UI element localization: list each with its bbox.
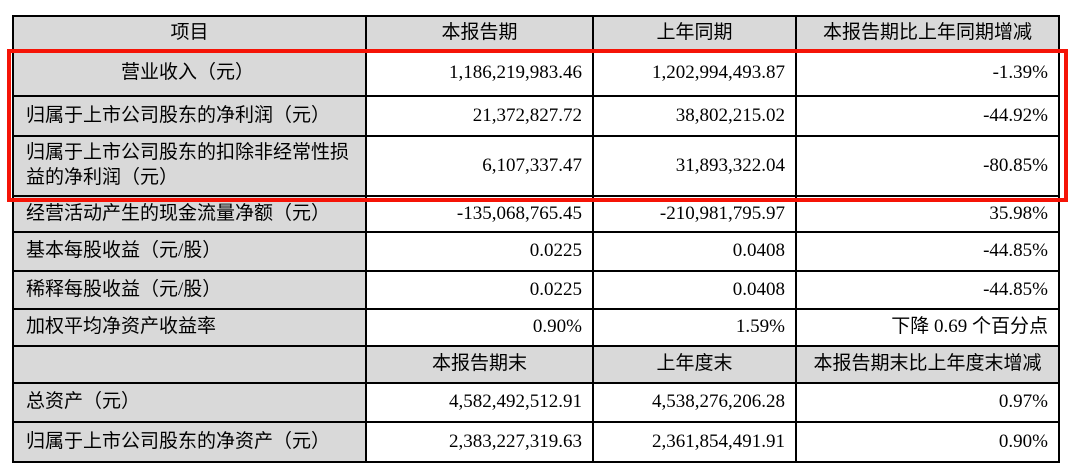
- row-label-cell: 基本每股收益（元/股）: [12, 231, 367, 272]
- change-value-cell: -44.92%: [795, 95, 1060, 137]
- row-label-cell: 归属于上市公司股东的扣除非经常性损益的净利润（元）: [12, 135, 367, 197]
- prior-value-cell: 1,202,994,493.87: [592, 50, 797, 97]
- table-row-basic-eps: 基本每股收益（元/股） 0.0225 0.0408 -44.85%: [12, 231, 1060, 272]
- change-value-cell: -80.85%: [795, 135, 1060, 197]
- change-value-cell: 35.98%: [795, 195, 1060, 233]
- table-header-row-period: 项目 本报告期 上年同期 本报告期比上年同期增减: [12, 15, 1060, 52]
- row-label-cell: 加权平均净资产收益率: [12, 308, 367, 347]
- key-financials-table: 项目 本报告期 上年同期 本报告期比上年同期增减 营业收入（元） 1,186,2…: [12, 15, 1060, 463]
- row-label-cell: 总资产（元）: [12, 382, 367, 423]
- current-value-cell: 1,186,219,983.46: [365, 50, 594, 97]
- row-label-cell: 经营活动产生的现金流量净额（元）: [12, 195, 367, 233]
- current-value-cell: -135,068,765.45: [365, 195, 594, 233]
- current-value-cell: 0.0225: [365, 270, 594, 310]
- row-label-cell: 稀释每股收益（元/股）: [12, 270, 367, 310]
- current-value-cell: 0.90%: [365, 308, 594, 347]
- row-label-cell: 归属于上市公司股东的净利润（元）: [12, 95, 367, 137]
- table-row-weighted-avg-roe: 加权平均净资产收益率 0.90% 1.59% 下降 0.69 个百分点: [12, 308, 1060, 347]
- table-row-revenue: 营业收入（元） 1,186,219,983.46 1,202,994,493.8…: [12, 50, 1060, 97]
- header-cell-change: 本报告期比上年同期增减: [795, 15, 1060, 52]
- header-cell-item-empty: [12, 345, 367, 384]
- change-value-cell: -1.39%: [795, 50, 1060, 97]
- current-value-cell: 6,107,337.47: [365, 135, 594, 197]
- table-row-total-assets: 总资产（元） 4,582,492,512.91 4,538,276,206.28…: [12, 382, 1060, 423]
- prior-value-cell: 31,893,322.04: [592, 135, 797, 197]
- current-value-cell: 2,383,227,319.63: [365, 421, 594, 463]
- current-value-cell: 0.0225: [365, 231, 594, 272]
- prior-value-cell: 1.59%: [592, 308, 797, 347]
- row-label-cell: 营业收入（元）: [12, 50, 367, 97]
- row-label-cell: 归属于上市公司股东的净资产（元）: [12, 421, 367, 463]
- header-cell-prior-year-end: 上年度末: [592, 345, 797, 384]
- header-cell-current-period: 本报告期: [365, 15, 594, 52]
- header-cell-period-end-change: 本报告期末比上年度末增减: [795, 345, 1060, 384]
- prior-value-cell: 2,361,854,491.91: [592, 421, 797, 463]
- header-cell-item: 项目: [12, 15, 367, 52]
- header-cell-prior-period: 上年同期: [592, 15, 797, 52]
- table-row-net-profit-excl-nonrecurring: 归属于上市公司股东的扣除非经常性损益的净利润（元） 6,107,337.47 3…: [12, 135, 1060, 197]
- current-value-cell: 4,582,492,512.91: [365, 382, 594, 423]
- table-row-operating-cash-flow: 经营活动产生的现金流量净额（元） -135,068,765.45 -210,98…: [12, 195, 1060, 233]
- change-value-cell: 0.90%: [795, 421, 1060, 463]
- change-value-cell: 0.97%: [795, 382, 1060, 423]
- current-value-cell: 21,372,827.72: [365, 95, 594, 137]
- header-cell-current-period-end: 本报告期末: [365, 345, 594, 384]
- prior-value-cell: 0.0408: [592, 231, 797, 272]
- change-value-cell: -44.85%: [795, 231, 1060, 272]
- table-row-diluted-eps: 稀释每股收益（元/股） 0.0225 0.0408 -44.85%: [12, 270, 1060, 310]
- change-value-cell: -44.85%: [795, 270, 1060, 310]
- prior-value-cell: 0.0408: [592, 270, 797, 310]
- prior-value-cell: 38,802,215.02: [592, 95, 797, 137]
- table-row-net-assets: 归属于上市公司股东的净资产（元） 2,383,227,319.63 2,361,…: [12, 421, 1060, 463]
- table-row-net-profit: 归属于上市公司股东的净利润（元） 21,372,827.72 38,802,21…: [12, 95, 1060, 137]
- prior-value-cell: 4,538,276,206.28: [592, 382, 797, 423]
- change-value-cell: 下降 0.69 个百分点: [795, 308, 1060, 347]
- prior-value-cell: -210,981,795.97: [592, 195, 797, 233]
- table-header-row-period-end: 本报告期末 上年度末 本报告期末比上年度末增减: [12, 345, 1060, 384]
